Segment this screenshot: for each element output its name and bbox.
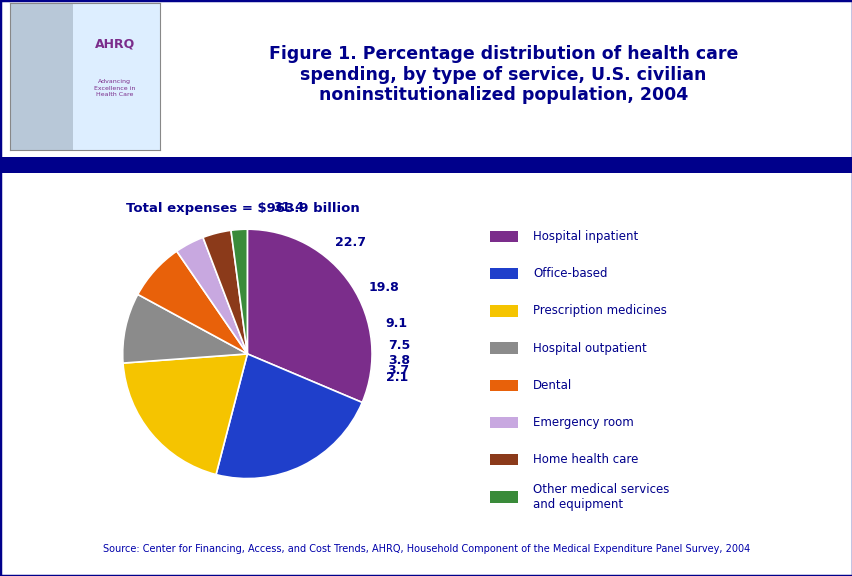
Bar — [490, 417, 517, 428]
Text: 31.4: 31.4 — [273, 201, 303, 214]
Text: AHRQ: AHRQ — [95, 37, 135, 51]
Text: Prescription medicines: Prescription medicines — [532, 305, 666, 317]
Wedge shape — [123, 354, 247, 475]
Text: Home health care: Home health care — [532, 453, 638, 466]
Wedge shape — [203, 230, 247, 354]
Text: 2.1: 2.1 — [386, 372, 408, 384]
Text: Hospital outpatient: Hospital outpatient — [532, 342, 646, 355]
Bar — [490, 454, 517, 465]
Wedge shape — [231, 229, 247, 354]
Bar — [490, 268, 517, 279]
Wedge shape — [138, 251, 247, 354]
Text: Dental: Dental — [532, 379, 572, 392]
Text: Advancing
Excellence in
Health Care: Advancing Excellence in Health Care — [94, 79, 135, 97]
Wedge shape — [247, 229, 371, 403]
Text: 9.1: 9.1 — [385, 317, 407, 330]
Text: 7.5: 7.5 — [388, 339, 410, 352]
Text: Emergency room: Emergency room — [532, 416, 633, 429]
Wedge shape — [123, 294, 247, 363]
Text: Hospital inpatient: Hospital inpatient — [532, 230, 637, 243]
Wedge shape — [176, 237, 247, 354]
Text: Figure 1. Percentage distribution of health care
spending, by type of service, U: Figure 1. Percentage distribution of hea… — [268, 45, 737, 104]
Bar — [490, 231, 517, 242]
Text: Other medical services
and equipment: Other medical services and equipment — [532, 483, 669, 511]
Bar — [490, 491, 517, 503]
Bar — [10, 3, 72, 150]
Text: Office-based: Office-based — [532, 267, 607, 281]
Text: Source: Center for Financing, Access, and Cost Trends, AHRQ, Household Component: Source: Center for Financing, Access, an… — [103, 544, 749, 554]
Text: Total expenses = $963.9 billion: Total expenses = $963.9 billion — [126, 202, 360, 215]
Text: 19.8: 19.8 — [368, 281, 399, 294]
Bar — [490, 343, 517, 354]
Text: 3.8: 3.8 — [388, 354, 410, 367]
Wedge shape — [216, 354, 362, 479]
Bar — [490, 380, 517, 391]
Text: 3.7: 3.7 — [387, 363, 409, 377]
Text: 22.7: 22.7 — [335, 236, 366, 249]
Bar — [490, 305, 517, 317]
